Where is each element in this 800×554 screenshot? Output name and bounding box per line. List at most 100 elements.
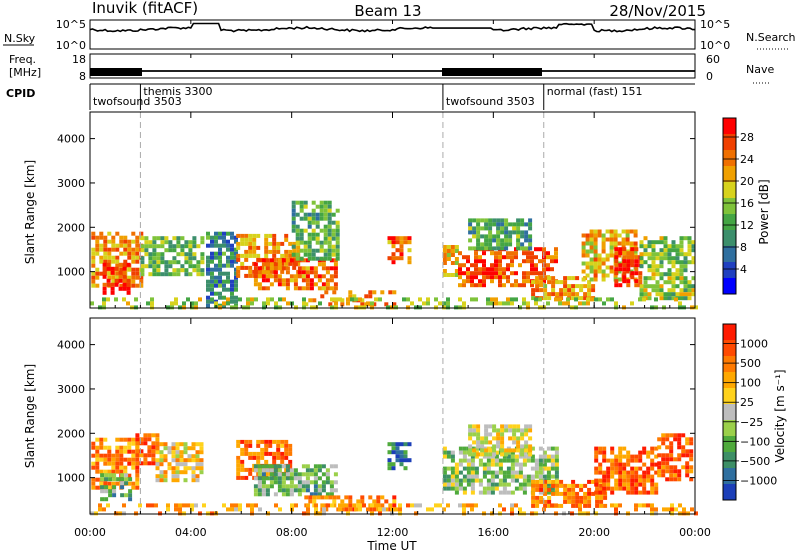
velocity-cell <box>462 478 467 483</box>
power-cell <box>571 276 576 281</box>
power-cell <box>633 229 638 234</box>
power-cell <box>639 284 644 289</box>
velocity-cell <box>100 485 105 490</box>
velocity-cell <box>269 484 274 489</box>
velocity-cell <box>657 465 662 470</box>
power-cell <box>450 261 455 265</box>
colorbar-swatch <box>723 404 736 421</box>
power-cell <box>372 290 377 295</box>
power-cell <box>188 264 193 269</box>
power-cell <box>410 301 414 306</box>
power-cell <box>164 272 169 277</box>
power-cell <box>466 279 470 284</box>
velocity-cell <box>614 462 619 467</box>
power-cell <box>659 288 664 293</box>
power-cell <box>346 297 350 302</box>
velocity-cell <box>159 442 164 447</box>
velocity-cell <box>466 474 471 479</box>
power-cell <box>531 292 536 297</box>
velocity-cell <box>442 470 447 475</box>
power-cell <box>671 284 676 289</box>
power-cell <box>639 264 644 269</box>
power-cell <box>307 240 312 245</box>
power-cell <box>95 275 100 280</box>
power-cell <box>535 280 540 285</box>
velocity-cell <box>472 424 477 429</box>
velocity-cell <box>462 490 467 495</box>
power-cell <box>91 255 96 260</box>
velocity-cell <box>630 470 635 475</box>
velocity-cell <box>546 446 551 451</box>
velocity-cell <box>554 511 558 516</box>
power-cell <box>327 220 332 225</box>
power-cell <box>667 292 672 297</box>
velocity-cell <box>542 458 547 463</box>
velocity-cell <box>594 490 599 495</box>
power-cell <box>304 302 309 307</box>
power-cell <box>320 294 325 299</box>
power-cell <box>571 296 576 301</box>
power-cell <box>103 259 108 264</box>
velocity-cell <box>289 488 294 493</box>
power-cell <box>103 239 108 244</box>
velocity-cell <box>638 458 643 463</box>
velocity-cell <box>458 446 463 451</box>
power-cell <box>107 255 112 260</box>
power-cell <box>442 245 447 249</box>
power-cell <box>246 305 250 310</box>
velocity-cell <box>614 458 619 463</box>
velocity-region <box>90 503 698 516</box>
velocity-cell <box>206 511 210 516</box>
power-cell <box>470 279 474 284</box>
velocity-cell <box>677 473 682 478</box>
power-cell <box>200 256 205 261</box>
power-cell <box>140 264 145 269</box>
velocity-cell <box>403 442 408 447</box>
velocity-cell <box>360 495 365 500</box>
power-cell <box>630 247 635 252</box>
power-cell <box>297 270 302 275</box>
velocity-cell <box>288 463 293 468</box>
power-cell <box>387 256 392 261</box>
velocity-cell <box>476 428 481 433</box>
power-cell <box>659 264 664 269</box>
velocity-cell <box>522 450 527 455</box>
power-cell <box>687 284 692 289</box>
power-cell <box>478 267 482 272</box>
velocity-cell <box>281 484 286 489</box>
power-cell <box>639 240 644 245</box>
power-cell <box>323 216 328 221</box>
velocity-cell <box>195 478 200 483</box>
velocity-cell <box>500 436 505 441</box>
power-cell <box>629 229 634 234</box>
velocity-cell <box>646 478 651 483</box>
velocity-cell <box>454 474 459 479</box>
velocity-cell <box>368 507 373 512</box>
power-cell <box>605 273 610 278</box>
power-cell <box>250 301 254 306</box>
power-cell <box>269 274 274 279</box>
velocity-cell <box>277 488 282 493</box>
velocity-cell <box>280 459 285 464</box>
velocity-cell <box>123 449 128 454</box>
power-cell <box>333 266 338 271</box>
power-cell <box>514 271 518 276</box>
power-cell <box>328 302 333 307</box>
velocity-cell <box>622 462 627 467</box>
velocity-cell <box>124 493 129 498</box>
velocity-cell <box>154 503 158 508</box>
power-cell <box>589 257 594 262</box>
power-cell <box>526 271 530 276</box>
velocity-cell <box>344 495 349 500</box>
velocity-cell <box>462 450 467 455</box>
power-cell <box>622 267 627 272</box>
velocity-cell <box>650 511 654 516</box>
velocity-cell <box>535 487 540 492</box>
velocity-cell <box>100 477 105 482</box>
power-cell <box>148 264 153 269</box>
power-cell <box>667 296 672 301</box>
velocity-cell <box>450 486 455 491</box>
velocity-cell <box>191 474 196 479</box>
velocity-cell <box>550 454 555 459</box>
power-cell <box>643 280 648 285</box>
